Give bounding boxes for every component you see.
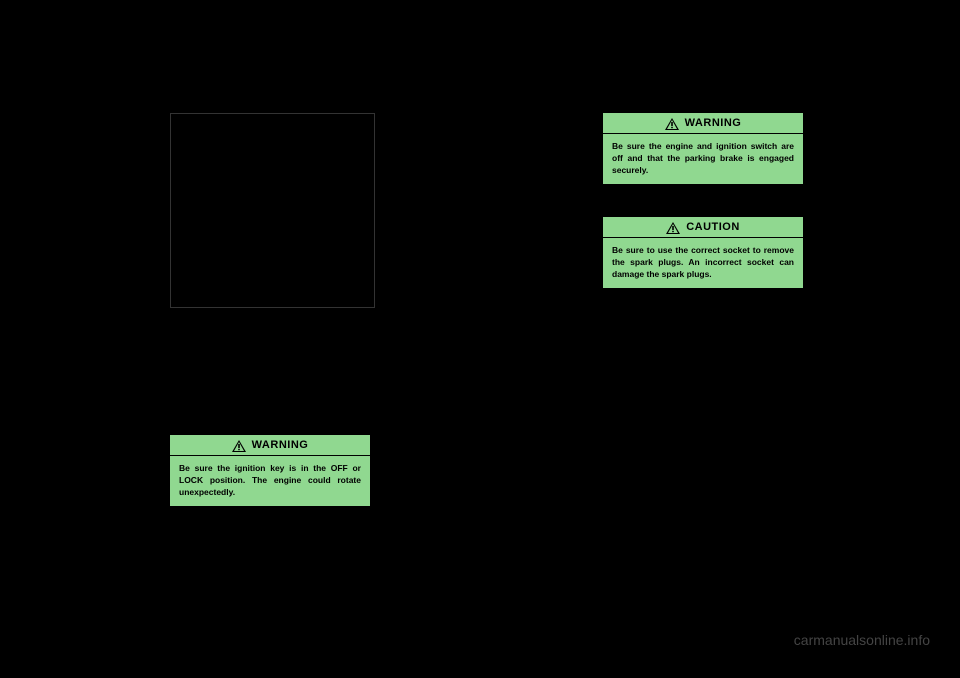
warning-triangle-icon bbox=[666, 221, 680, 233]
alert-title: WARNING bbox=[252, 439, 309, 451]
alert-header: WARNING bbox=[603, 113, 803, 134]
diagram-placeholder bbox=[170, 113, 375, 308]
alert-body: Be sure the engine and ignition switch a… bbox=[603, 134, 803, 184]
alert-header: WARNING bbox=[170, 435, 370, 456]
alert-body: Be sure to use the correct socket to rem… bbox=[603, 238, 803, 288]
manual-page: WARNING Be sure the ignition key is in t… bbox=[0, 0, 960, 678]
alert-title: CAUTION bbox=[686, 221, 740, 233]
caution-box-socket: CAUTION Be sure to use the correct socke… bbox=[603, 217, 803, 288]
warning-box-engine-off: WARNING Be sure the engine and ignition … bbox=[603, 113, 803, 184]
warning-triangle-icon bbox=[232, 439, 246, 451]
alert-header: CAUTION bbox=[603, 217, 803, 238]
alert-body: Be sure the ignition key is in the OFF o… bbox=[170, 456, 370, 506]
alert-title: WARNING bbox=[685, 117, 742, 129]
warning-triangle-icon bbox=[665, 117, 679, 129]
watermark-text: carmanualsonline.info bbox=[794, 632, 930, 648]
warning-box-ignition: WARNING Be sure the ignition key is in t… bbox=[170, 435, 370, 506]
